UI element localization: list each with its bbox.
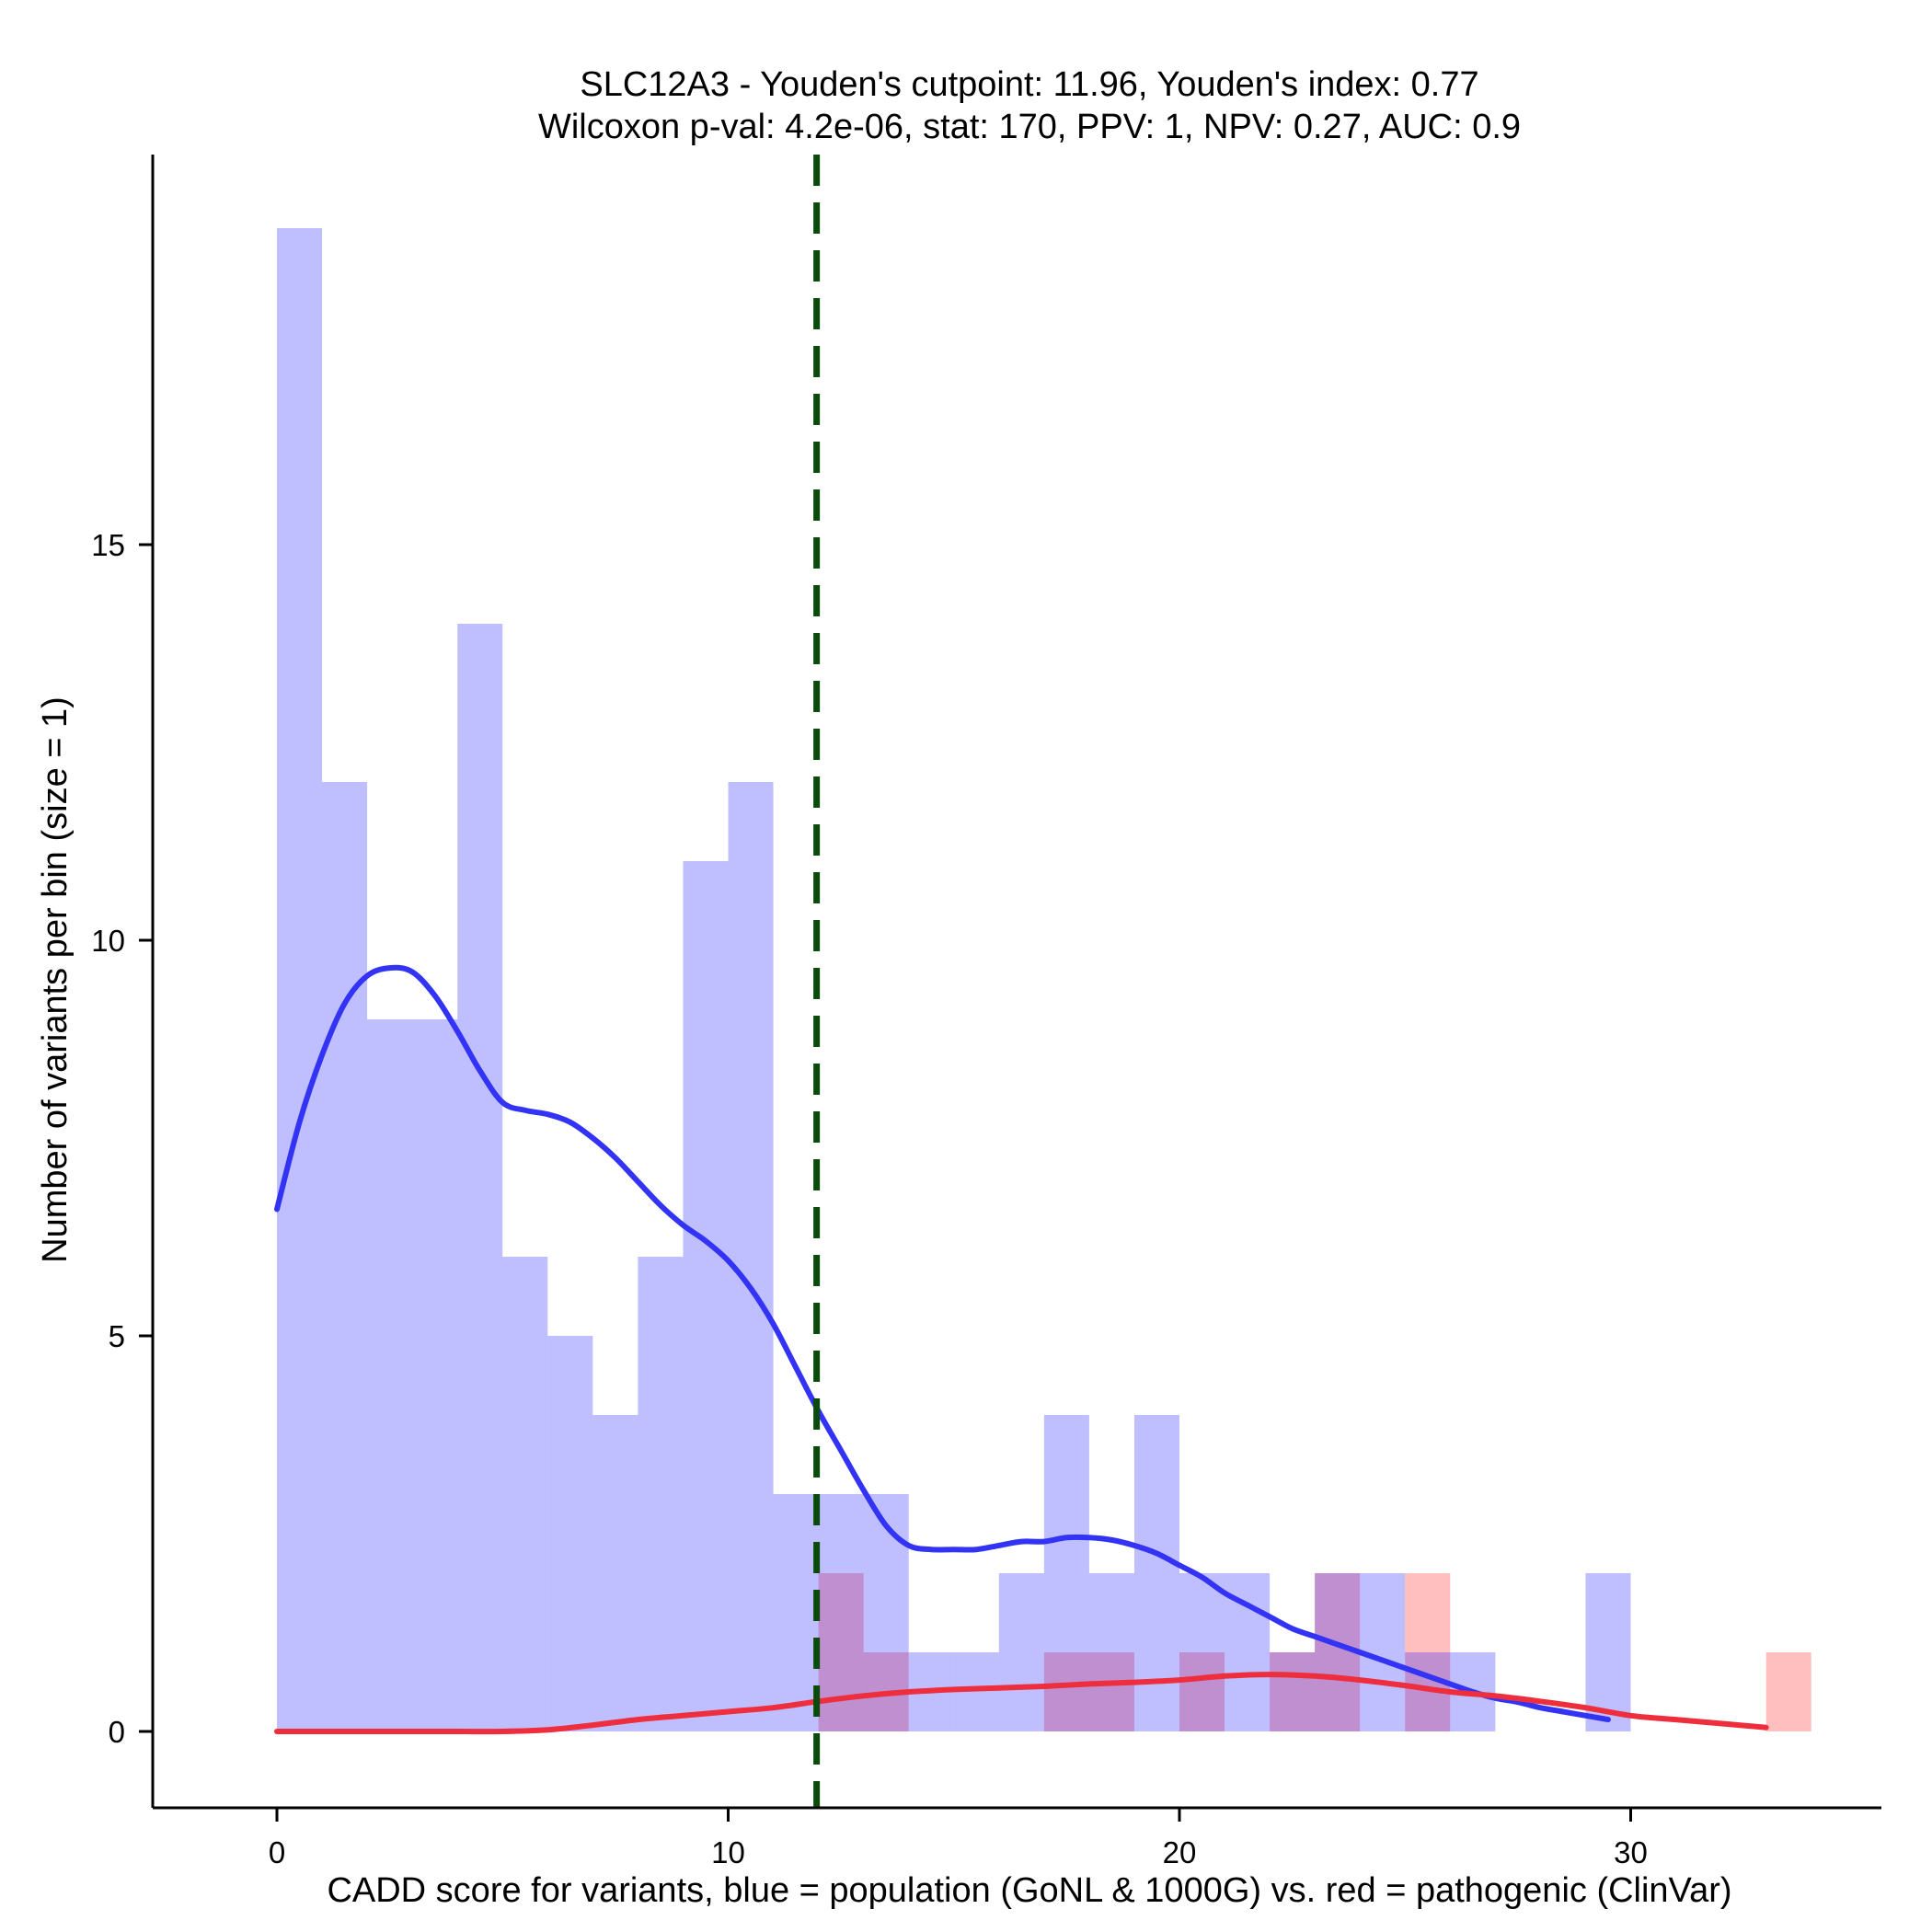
population-bar xyxy=(1270,1652,1316,1731)
population-bar xyxy=(773,1494,819,1731)
population-density-line xyxy=(274,964,1611,1723)
population-bar xyxy=(683,861,729,1731)
population-bar xyxy=(638,1257,684,1731)
population-bar xyxy=(1585,1573,1631,1731)
x-axis-ticks: 0 10 20 30 xyxy=(269,1808,1648,1869)
pathogenic-bar xyxy=(1043,1652,1089,1731)
pathogenic-bar xyxy=(1270,1652,1316,1731)
chart-title-line2: Wilcoxon p-val: 4.2e-06, stat: 170, PPV:… xyxy=(538,108,1521,146)
population-bar xyxy=(592,1415,638,1731)
pathogenic-bar xyxy=(1179,1652,1225,1731)
population-bar xyxy=(1179,1573,1225,1731)
population-bar xyxy=(818,1494,864,1731)
population-bar xyxy=(1088,1573,1134,1731)
population-bar xyxy=(547,1336,593,1731)
chart-title-line1: SLC12A3 - Youden's cutpoint: 11.96, Youd… xyxy=(580,65,1478,104)
population-bar xyxy=(502,1257,548,1731)
population-bar xyxy=(728,782,774,1731)
population-bar xyxy=(998,1573,1044,1731)
pathogenic-bar xyxy=(1765,1652,1811,1731)
x-tick-label: 10 xyxy=(711,1835,745,1869)
population-bar xyxy=(1043,1415,1089,1731)
population-bar xyxy=(322,782,368,1731)
y-tick-label: 15 xyxy=(91,528,125,562)
x-tick-label: 0 xyxy=(269,1835,285,1869)
population-bar xyxy=(412,1019,458,1731)
pathogenic-density-line xyxy=(274,1672,1769,1735)
x-tick-label: 30 xyxy=(1614,1835,1648,1869)
y-tick-label: 10 xyxy=(91,924,125,958)
pathogenic-bar xyxy=(1088,1652,1134,1731)
population-bar xyxy=(457,624,503,1731)
y-tick-label: 5 xyxy=(109,1319,125,1353)
pathogenic-bars xyxy=(818,1573,1811,1731)
population-bar xyxy=(367,1019,413,1731)
population-bar xyxy=(277,228,323,1731)
y-axis-ticks: 0 5 10 15 xyxy=(91,528,153,1749)
population-bars xyxy=(277,228,1631,1731)
density-lines xyxy=(274,964,1769,1735)
x-tick-label: 20 xyxy=(1163,1835,1197,1869)
pathogenic-bar xyxy=(1405,1573,1451,1731)
pathogenic-bar xyxy=(818,1573,864,1731)
y-axis-label: Number of variants per bin (size = 1) xyxy=(36,696,75,1263)
x-axis-label: CADD score for variants, blue = populati… xyxy=(327,1871,1731,1910)
y-tick-label: 0 xyxy=(109,1715,125,1749)
